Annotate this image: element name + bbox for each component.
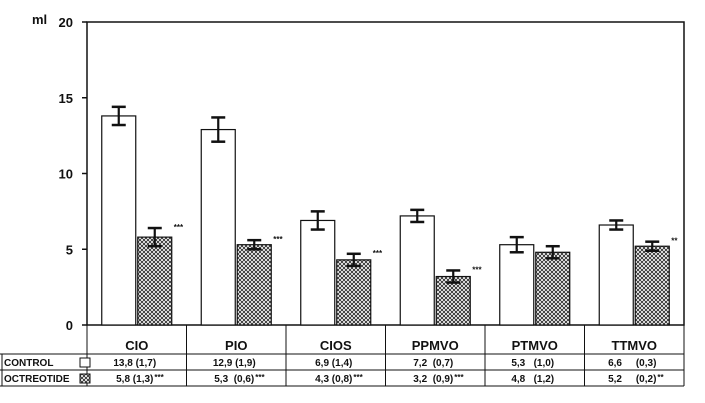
- y-tick-label: 5: [66, 242, 73, 257]
- bar-control: [200, 128, 236, 326]
- bar-control: [499, 244, 535, 326]
- table-cell: 5,8 (1,3): [116, 374, 153, 385]
- category-label: PTMVO: [512, 338, 558, 353]
- significance-mark: ***: [472, 265, 482, 274]
- y-tick-label: 15: [59, 91, 73, 106]
- table-cell: 5,2 (0,2): [608, 374, 656, 385]
- table-cell: 5,3 (0,6): [214, 374, 254, 385]
- category-label: CIOS: [320, 338, 352, 353]
- y-tick-label: 0: [66, 318, 73, 333]
- y-tick-label: 10: [59, 167, 73, 182]
- table-cell: 4,8 (1,2): [511, 374, 554, 385]
- significance-mark: ***: [174, 223, 184, 232]
- table-cells: 13,8 (1,7) 12,9 (1,9) 6,9 (1,4) 7,2 (0,7) 5,…: [113, 358, 664, 385]
- table-row-label-control: CONTROL: [4, 358, 53, 369]
- bar-octreotide: [236, 244, 272, 326]
- bar-control: [101, 115, 137, 326]
- legend-swatch-octreotide: [79, 373, 91, 384]
- bar-octreotide: [137, 236, 173, 326]
- y-unit-label: ml: [32, 12, 47, 27]
- y-tick-label: 20: [59, 15, 73, 30]
- table-cell: 4,3 (0,8): [315, 374, 352, 385]
- table-cell-significance: ***: [154, 373, 164, 382]
- table-cell: 5,3 (1,0): [511, 358, 554, 369]
- significance-mark: **: [671, 237, 678, 246]
- bar-octreotide: [634, 245, 670, 326]
- significance-mark: ***: [273, 235, 283, 244]
- category-label: TTMVO: [612, 338, 658, 353]
- table-cell: 6,9 (1,4): [315, 358, 352, 369]
- bar-control: [598, 224, 634, 326]
- legend-swatch-control: [79, 357, 91, 368]
- table-cell-significance: ***: [255, 373, 265, 382]
- table-cell: 6,6 (0,3): [608, 358, 656, 369]
- significance-mark: ***: [373, 249, 383, 258]
- table-cell-significance: ***: [353, 373, 363, 382]
- table-cell-significance: **: [657, 373, 664, 382]
- category-label: PIO: [225, 338, 247, 353]
- category-labels: CIO PIO CIOS PPMVO PTMVO TTMVO: [86, 325, 685, 386]
- category-label: CIO: [125, 338, 148, 353]
- table-row-label-octreotide: OCTREOTIDE: [4, 374, 70, 385]
- category-label: PPMVO: [412, 338, 459, 353]
- y-axis: 0 5 10 15 20: [59, 15, 87, 333]
- data-table: CONTROL OCTREOTIDE 13,8 (1,7) 12,9 (1,9) 6…: [0, 353, 684, 387]
- bar-octreotide: [435, 275, 471, 326]
- bar-control: [300, 219, 336, 326]
- table-cell-significance: ***: [454, 373, 464, 382]
- table-cell: 13,8 (1,7): [113, 358, 156, 369]
- table-cell: 7,2 (0,7): [413, 358, 453, 369]
- bar-octreotide: [535, 251, 571, 326]
- bars-layer: **************: [101, 105, 678, 326]
- bar-octreotide: [336, 259, 372, 326]
- table-cell: 3,2 (0,9): [413, 374, 453, 385]
- table-cell: 12,9 (1,9): [213, 358, 256, 369]
- plot-area: [86, 21, 685, 326]
- bar-control: [399, 215, 435, 326]
